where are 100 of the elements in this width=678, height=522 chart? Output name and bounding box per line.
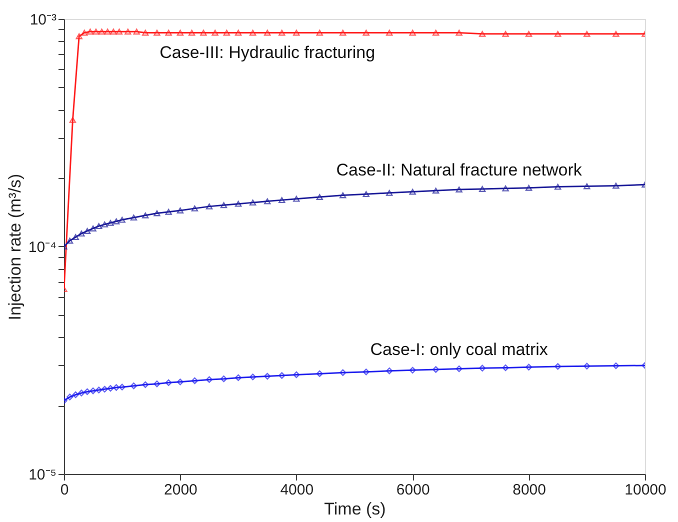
point [502,364,509,372]
x-tick-label: 0 [60,482,69,498]
point [456,30,462,36]
point [188,30,196,36]
point [96,223,102,230]
point [142,30,149,36]
point [340,192,346,198]
point [176,208,184,214]
point [502,185,509,192]
point [90,226,96,232]
point [118,384,126,390]
point [72,234,79,240]
point [584,362,590,370]
point [104,28,111,35]
point [176,378,184,386]
point [98,28,106,35]
y-tick-label: 10⁻³ [30,12,56,28]
point [612,30,620,37]
y-axis-title: Injection rate (m³/s) [5,174,24,320]
point [249,30,256,36]
point [612,362,620,370]
point [165,379,172,386]
point [386,30,393,36]
point [386,190,393,196]
point [142,212,149,218]
point [133,28,140,35]
point [409,30,416,36]
x-axis-title: Time (s) [324,500,386,518]
point [176,30,184,36]
point [124,28,132,35]
point [101,386,108,392]
point [154,210,160,216]
point [409,366,416,374]
series-label: Case-III: Hydraulic fracturing [160,42,376,62]
point [130,382,138,390]
point [206,203,213,210]
point [293,30,300,36]
point [118,216,126,223]
point [584,183,590,190]
point [264,30,271,36]
point [223,30,230,36]
x-tick-label: 8000 [512,482,546,498]
point [220,202,228,208]
point [340,369,346,376]
point [78,230,85,237]
point [362,368,370,376]
point [165,30,172,36]
point [206,376,213,383]
point [478,186,486,192]
point [409,188,416,195]
point [432,30,440,36]
point [234,200,242,207]
point [78,390,85,396]
point [107,220,114,226]
point [584,30,590,37]
point [86,28,94,35]
point [456,186,462,192]
point [362,191,370,198]
point [154,380,160,388]
x-tick-label: 4000 [280,482,314,498]
point [316,194,323,200]
point [200,30,207,36]
point [525,184,532,191]
point [220,375,228,382]
point [107,384,114,392]
point [154,30,160,36]
x-tick-label: 2000 [164,482,198,498]
point [432,188,440,194]
point [191,377,198,384]
point [525,364,532,370]
point [278,30,286,36]
point [293,196,300,202]
point [554,30,562,37]
point [142,381,149,388]
point [432,366,440,373]
point [278,197,286,204]
series-label: Case-II: Natural fracture network [336,160,582,180]
point [96,386,102,394]
point [264,372,271,380]
point [456,365,462,372]
point [249,200,256,206]
point [191,205,198,212]
point [316,30,323,36]
point [66,394,74,400]
y-tick-label: 10⁻⁴ [28,239,56,256]
point [165,208,172,215]
point [90,388,96,394]
point [554,184,562,190]
point [80,30,88,36]
line-series [64,182,645,250]
point [234,374,242,382]
point [234,30,242,36]
point [386,368,393,374]
point [101,221,108,228]
point [293,371,300,378]
point [112,384,120,391]
point [278,372,286,379]
point [76,33,82,40]
point [478,30,486,37]
point [69,116,76,123]
